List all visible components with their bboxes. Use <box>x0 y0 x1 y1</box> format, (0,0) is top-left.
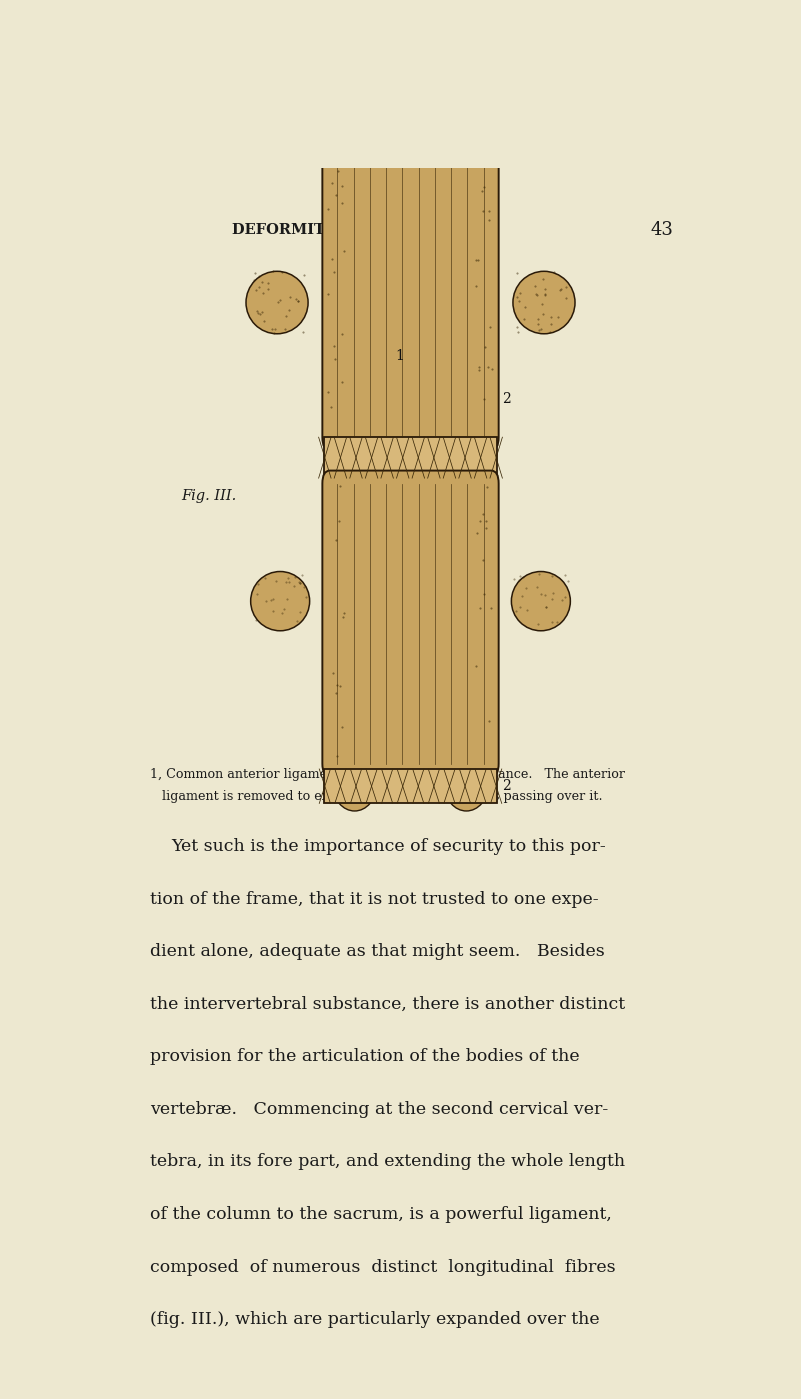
FancyBboxPatch shape <box>322 144 499 450</box>
Ellipse shape <box>511 572 570 631</box>
Ellipse shape <box>333 760 376 811</box>
Text: 2: 2 <box>502 779 511 793</box>
Text: vertebræ.   Commencing at the second cervical ver-: vertebræ. Commencing at the second cervi… <box>150 1101 608 1118</box>
Text: Fig. III.: Fig. III. <box>181 490 236 504</box>
Text: Yet such is the importance of security to this por-: Yet such is the importance of security t… <box>171 838 606 855</box>
Ellipse shape <box>513 271 575 334</box>
Ellipse shape <box>390 101 431 159</box>
Text: ligament is removed to exhibit (3,) the crucial fibres passing over it.: ligament is removed to exhibit (3,) the … <box>162 790 603 803</box>
Ellipse shape <box>251 572 310 631</box>
Text: provision for the articulation of the bodies of the: provision for the articulation of the bo… <box>150 1048 579 1065</box>
Text: the intervertebral substance, there is another distinct: the intervertebral substance, there is a… <box>150 996 625 1013</box>
Text: dient alone, adequate as that might seem.   Besides: dient alone, adequate as that might seem… <box>150 943 605 960</box>
Ellipse shape <box>246 271 308 334</box>
Text: (fig. III.), which are particularly expanded over the: (fig. III.), which are particularly expa… <box>150 1311 599 1328</box>
Text: 1, Common anterior ligament ; 2, intervertebral substance.   The anterior: 1, Common anterior ligament ; 2, interve… <box>150 768 625 781</box>
FancyBboxPatch shape <box>322 470 499 776</box>
Ellipse shape <box>369 71 396 113</box>
Ellipse shape <box>425 71 452 113</box>
Text: of the column to the sacrum, is a powerful ligament,: of the column to the sacrum, is a powerf… <box>150 1206 612 1223</box>
FancyBboxPatch shape <box>324 769 497 803</box>
Text: 2: 2 <box>502 393 511 407</box>
Text: 1: 1 <box>395 350 404 364</box>
Text: tion of the frame, that it is not trusted to one expe-: tion of the frame, that it is not truste… <box>150 891 598 908</box>
FancyBboxPatch shape <box>324 436 497 478</box>
Ellipse shape <box>445 760 488 811</box>
Text: composed  of numerous  distinct  longitudinal  fibres: composed of numerous distinct longitudin… <box>150 1259 615 1276</box>
Text: 43: 43 <box>650 221 674 239</box>
Text: tebra, in its fore part, and extending the whole length: tebra, in its fore part, and extending t… <box>150 1153 625 1171</box>
Text: DEFORMITIES OF THE CHEST.: DEFORMITIES OF THE CHEST. <box>232 224 489 238</box>
